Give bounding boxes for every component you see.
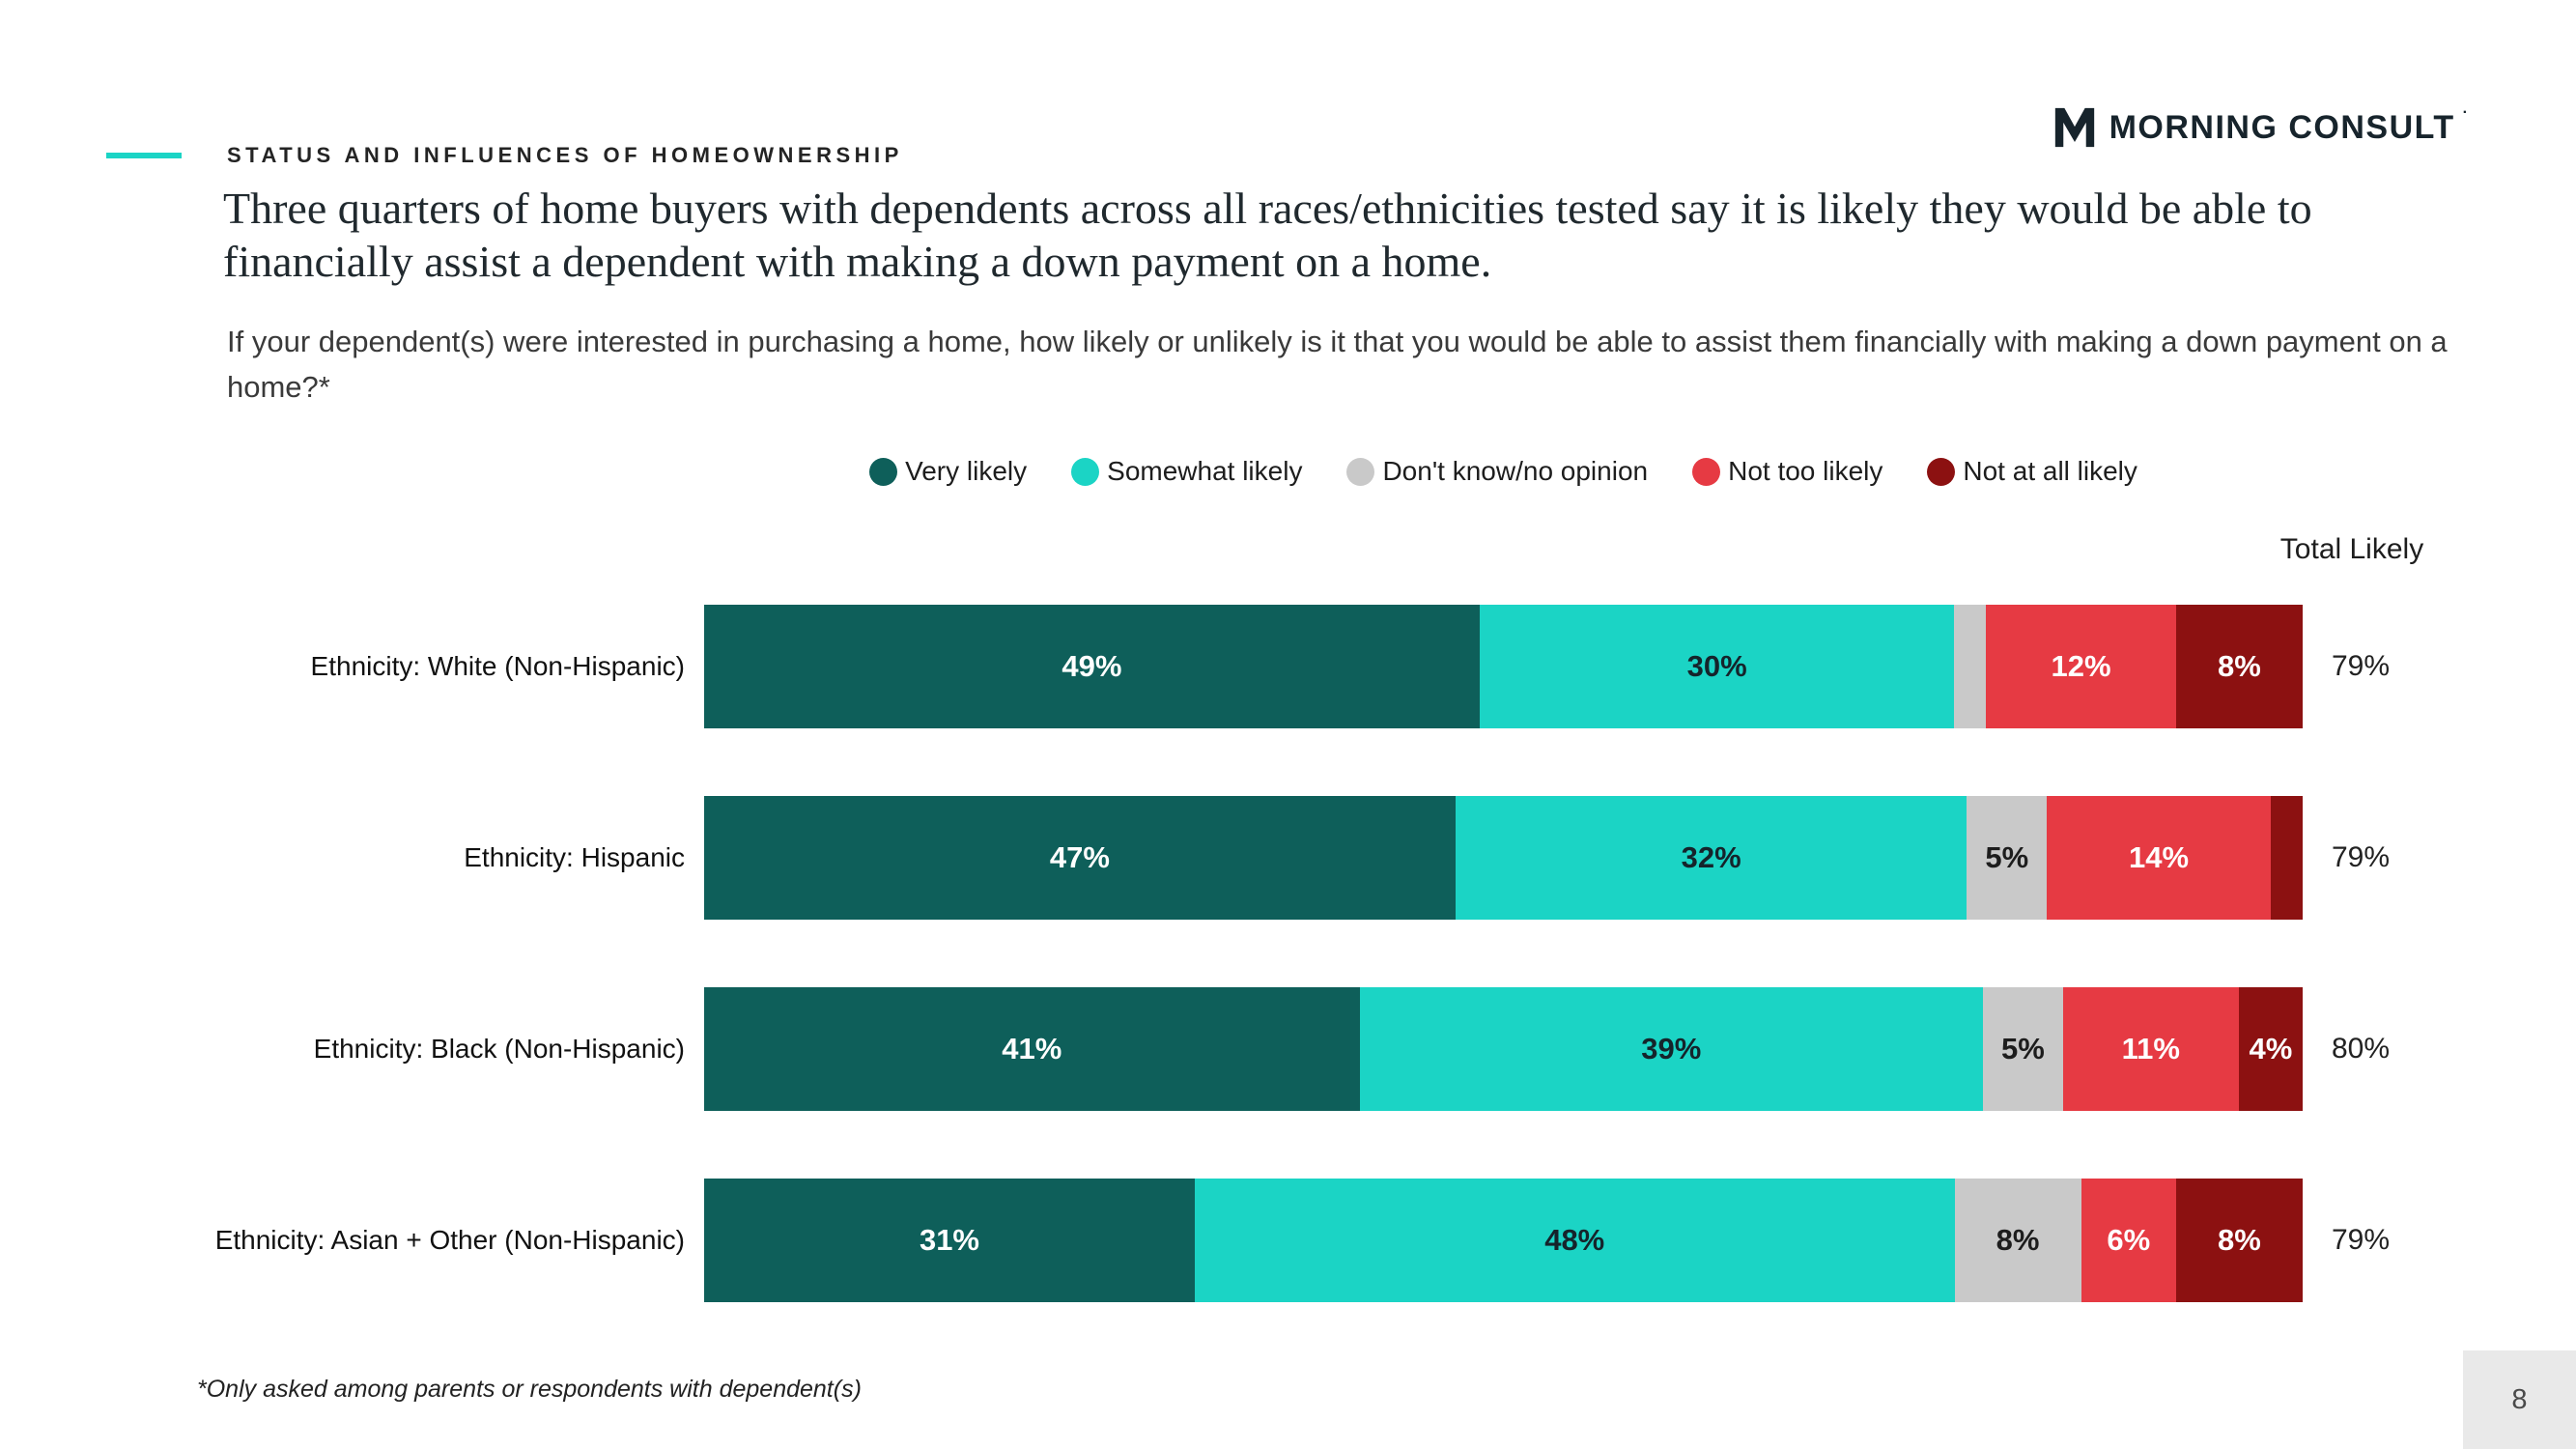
stacked-bar: 31% 48% 8% 6% 8% xyxy=(704,1179,2303,1302)
legend-item-somewhat-likely: Somewhat likely xyxy=(1071,456,1302,487)
total-likely-value: 79% xyxy=(2332,1224,2391,1256)
bar-segment-not-too-likely: 6% xyxy=(2081,1179,2176,1302)
legend-item-not-at-all-likely: Not at all likely xyxy=(1927,456,2137,487)
page-number: 8 xyxy=(2511,1383,2528,1415)
bar-value-label: 5% xyxy=(2000,1032,2045,1065)
bar-segment-very-likely: 41% xyxy=(704,987,1360,1111)
bar-value-label: 31% xyxy=(919,1223,979,1257)
chart-row: Ethnicity: White (Non-Hispanic) 49% 30% 12%… xyxy=(0,605,2576,728)
chart-rows: Ethnicity: White (Non-Hispanic) 49% 30% 12%… xyxy=(0,605,2576,1302)
bar-segment-dont-know-no-opinion xyxy=(1954,605,1987,728)
survey-question: If your dependent(s) were interested in … xyxy=(227,325,2448,405)
bar-value-label: 30% xyxy=(1686,649,1747,683)
bar-value-label: 14% xyxy=(2129,840,2190,874)
logo-text: MORNING CONSULT xyxy=(2109,108,2455,146)
bar-segment-somewhat-likely: 30% xyxy=(1479,605,1955,728)
stacked-bar: 41% 39% 5% 11% 4% xyxy=(704,987,2303,1111)
bar-value-label: 4% xyxy=(2249,1032,2293,1065)
bar-segment-not-too-likely: 14% xyxy=(2047,796,2271,920)
legend-label: Don't know/no opinion xyxy=(1382,456,1649,486)
legend-item-very-likely: Very likely xyxy=(869,456,1027,487)
total-likely-value: 79% xyxy=(2332,841,2391,873)
legend-dot-icon xyxy=(869,457,898,486)
bar-segment-not-at-all-likely: 4% xyxy=(2238,987,2303,1111)
bar-segment-not-at-all-likely: 8% xyxy=(2175,605,2303,728)
legend-dot-icon xyxy=(1071,457,1100,486)
legend-item-dont-know-no-opinion: Don't know/no opinion xyxy=(1346,456,1648,487)
bar-segment-not-too-likely: 11% xyxy=(2062,987,2239,1111)
morning-consult-logo: MORNING CONSULT · xyxy=(2053,104,2468,149)
bar-segment-not-too-likely: 12% xyxy=(1986,605,2176,728)
legend-item-not-too-likely: Not too likely xyxy=(1692,456,1882,487)
morning-consult-m-icon xyxy=(2053,106,2096,149)
total-likely-header: Total Likely xyxy=(2279,533,2424,565)
bar-value-label: 49% xyxy=(1062,649,1122,683)
bar-segment-very-likely: 31% xyxy=(704,1179,1195,1302)
legend-dot-icon xyxy=(1346,457,1375,486)
bar-value-label: 48% xyxy=(1544,1223,1605,1257)
chart-row: Ethnicity: Asian + Other (Non-Hispanic) 3… xyxy=(0,1179,2576,1302)
bar-segment-somewhat-likely: 39% xyxy=(1359,987,1983,1111)
accent-line xyxy=(106,153,182,158)
footnote: *Only asked among parents or respondents… xyxy=(197,1376,862,1403)
bar-segment-very-likely: 49% xyxy=(704,605,1480,728)
bar-value-label: 39% xyxy=(1641,1032,1702,1065)
bar-segment-dont-know-no-opinion: 8% xyxy=(1954,1179,2081,1302)
stacked-bar: 47% 32% 5% 14% xyxy=(704,796,2303,920)
legend-dot-icon xyxy=(1692,457,1721,486)
bar-value-label: 47% xyxy=(1049,840,1110,874)
legend: Very likely Somewhat likely Don't know/no … xyxy=(704,456,2303,487)
bar-value-label: 11% xyxy=(2121,1032,2180,1065)
bar-segment-dont-know-no-opinion: 5% xyxy=(1967,796,2048,920)
bar-value-label: 5% xyxy=(1985,840,2029,874)
eyebrow: STATUS AND INFLUENCES OF HOMEOWNERSHIP xyxy=(227,143,903,167)
chart-row: Ethnicity: Black (Non-Hispanic) 41% 39% 5% 1… xyxy=(0,987,2576,1111)
bar-segment-not-at-all-likely: 8% xyxy=(2175,1179,2303,1302)
bar-value-label: 12% xyxy=(2051,649,2111,683)
legend-dot-icon xyxy=(1927,457,1956,486)
bar-value-label: 8% xyxy=(1996,1223,2040,1257)
bar-segment-not-at-all-likely xyxy=(2270,796,2303,920)
stacked-bar: 49% 30% 12% 8% xyxy=(704,605,2303,728)
row-category-label: Ethnicity: White (Non-Hispanic) xyxy=(310,651,685,681)
bar-value-label: 8% xyxy=(2218,649,2261,683)
bar-segment-somewhat-likely: 48% xyxy=(1194,1179,1955,1302)
bar-segment-somewhat-likely: 32% xyxy=(1455,796,1967,920)
legend-label: Not too likely xyxy=(1728,456,1883,486)
legend-label: Very likely xyxy=(905,456,1028,486)
bar-segment-dont-know-no-opinion: 5% xyxy=(1982,987,2063,1111)
total-likely-value: 80% xyxy=(2332,1033,2391,1065)
bar-value-label: 41% xyxy=(1002,1032,1062,1065)
total-likely-value: 79% xyxy=(2332,650,2391,682)
page-title: Three quarters of home buyers with depen… xyxy=(223,184,2312,287)
page-number-box: 8 xyxy=(2463,1350,2576,1449)
row-category-label: Ethnicity: Black (Non-Hispanic) xyxy=(313,1034,685,1064)
legend-label: Not at all likely xyxy=(1963,456,2137,486)
row-category-label: Ethnicity: Hispanic xyxy=(464,842,685,872)
legend-label: Somewhat likely xyxy=(1107,456,1303,486)
bar-value-label: 6% xyxy=(2107,1223,2151,1257)
chart-row: Ethnicity: Hispanic 47% 32% 5% 14% 79% xyxy=(0,796,2576,920)
bar-value-label: 8% xyxy=(2218,1223,2261,1257)
row-category-label: Ethnicity: Asian + Other (Non-Hispanic) xyxy=(214,1225,685,1255)
bar-value-label: 32% xyxy=(1681,840,1741,874)
registered-mark-icon: · xyxy=(2462,104,2468,121)
bar-segment-very-likely: 47% xyxy=(704,796,1456,920)
